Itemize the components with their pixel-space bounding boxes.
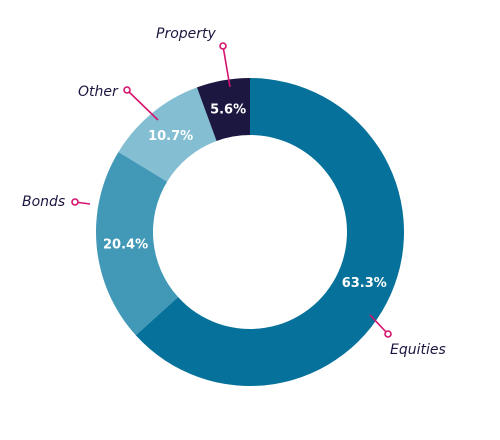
leader-dot-other [123,86,131,94]
leader-lines-layer [71,42,392,338]
donut-slice-bonds [95,151,179,336]
slices-layer [95,78,404,387]
category-label-other: Other [78,84,119,100]
donut-slice-property [196,78,250,141]
value-label-bonds: 20.4% [103,237,148,252]
value-label-equities: 63.3% [342,276,387,291]
leader-dot-property [219,42,227,50]
value-label-other: 10.7% [148,129,193,144]
leader-dot-equities [384,330,392,338]
donut-slice-other [118,87,217,182]
leader-line-other [126,89,159,121]
value-labels-layer: 63.3% 20.4% 10.7% 5.6% [103,102,387,291]
category-label-property: Property [156,26,217,42]
value-label-property: 5.6% [210,102,246,117]
leader-line-equities [369,314,389,335]
category-label-bonds: Bonds [22,194,65,210]
leader-line-property [222,45,231,88]
leader-dot-bonds [71,198,79,206]
category-label-equities: Equities [390,342,446,358]
donut-slice-equities [135,78,404,387]
category-labels-layer: Equities Bonds Other Property [22,26,446,358]
